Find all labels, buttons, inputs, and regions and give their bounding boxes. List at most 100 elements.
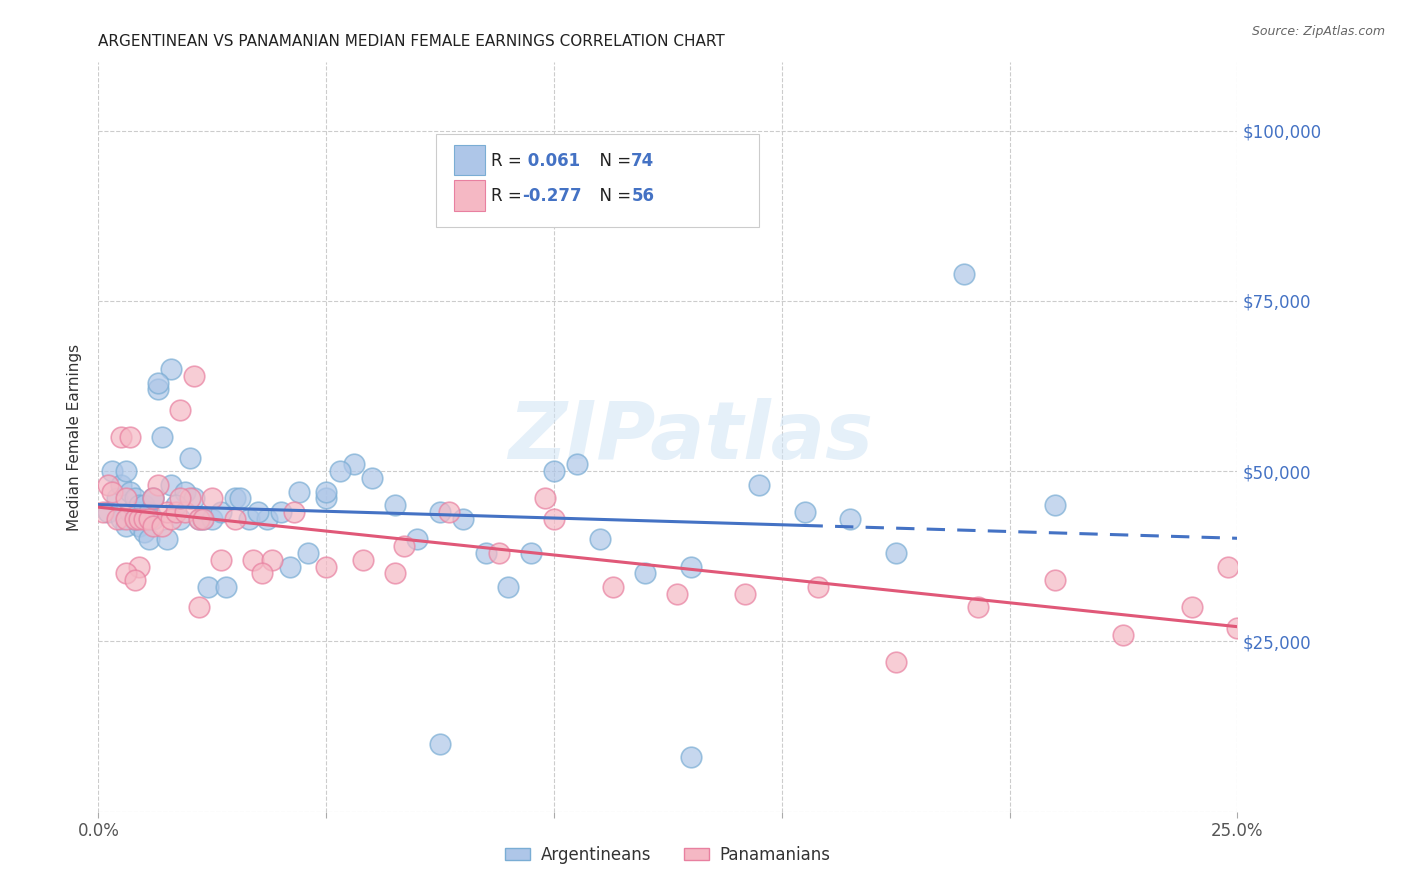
Panamanians [1218,559,1240,574]
Argentineans [748,477,770,491]
Argentineans [297,546,319,560]
Argentineans [120,484,142,499]
Argentineans [110,512,132,526]
Argentineans [565,458,588,472]
Panamanians [1043,573,1066,587]
Argentineans [329,464,352,478]
Argentineans [124,512,146,526]
Text: -0.277: -0.277 [522,187,581,205]
Panamanians [193,512,215,526]
Panamanians [124,573,146,587]
Argentineans [132,512,155,526]
Panamanians [224,512,246,526]
Argentineans [429,505,451,519]
Text: N =: N = [589,152,637,169]
Argentineans [228,491,250,506]
Legend: Argentineans, Panamanians: Argentineans, Panamanians [499,839,837,871]
Text: R =: R = [491,187,527,205]
Text: 56: 56 [631,187,654,205]
Panamanians [488,546,510,560]
Argentineans [128,498,150,512]
Text: ARGENTINEAN VS PANAMANIAN MEDIAN FEMALE EARNINGS CORRELATION CHART: ARGENTINEAN VS PANAMANIAN MEDIAN FEMALE … [98,34,725,49]
Panamanians [734,587,756,601]
Argentineans [124,512,146,526]
Panamanians [101,484,124,499]
Argentineans [315,491,337,506]
Argentineans [146,383,169,397]
Argentineans [114,518,136,533]
Argentineans [128,518,150,533]
Argentineans [146,376,169,390]
Argentineans [179,450,201,465]
Argentineans [839,512,862,526]
Panamanians [884,655,907,669]
Argentineans [953,267,976,281]
Argentineans [429,737,451,751]
Argentineans [160,477,183,491]
Panamanians [120,430,142,444]
Argentineans [679,559,702,574]
Argentineans [246,505,269,519]
Panamanians [128,559,150,574]
Argentineans [105,491,128,506]
Panamanians [315,559,337,574]
Panamanians [187,512,209,526]
Panamanians [534,491,557,506]
Panamanians [252,566,274,581]
Panamanians [114,512,136,526]
Panamanians [114,566,136,581]
Argentineans [150,430,173,444]
Panamanians [124,512,146,526]
Argentineans [679,750,702,764]
Argentineans [215,580,238,594]
Argentineans [884,546,907,560]
Argentineans [474,546,496,560]
Argentineans [193,512,215,526]
Argentineans [793,505,815,519]
Argentineans [142,512,165,526]
Argentineans [406,533,429,547]
Panamanians [105,512,128,526]
Panamanians [142,491,165,506]
Argentineans [169,512,191,526]
Panamanians [169,491,191,506]
Argentineans [142,491,165,506]
Argentineans [142,491,165,506]
Argentineans [174,484,197,499]
Panamanians [96,477,118,491]
Panamanians [352,552,374,566]
Panamanians [665,587,688,601]
Panamanians [138,512,160,526]
Panamanians [174,505,197,519]
Argentineans [165,498,187,512]
Panamanians [110,430,132,444]
Argentineans [160,362,183,376]
Argentineans [451,512,474,526]
Text: 74: 74 [631,152,655,169]
Argentineans [588,533,610,547]
Argentineans [270,505,292,519]
Argentineans [224,491,246,506]
Argentineans [156,533,179,547]
Text: N =: N = [589,187,637,205]
Argentineans [138,533,160,547]
Panamanians [807,580,830,594]
Panamanians [242,552,264,566]
Argentineans [138,505,160,519]
Panamanians [91,505,114,519]
Argentineans [288,484,311,499]
Argentineans [128,505,150,519]
Panamanians [187,600,209,615]
Text: ZIPatlas: ZIPatlas [508,398,873,476]
Argentineans [201,512,224,526]
Argentineans [1043,498,1066,512]
Panamanians [128,512,150,526]
Argentineans [101,464,124,478]
Panamanians [169,402,191,417]
Panamanians [142,518,165,533]
Argentineans [132,498,155,512]
Argentineans [360,471,382,485]
Argentineans [543,464,565,478]
Panamanians [1226,621,1249,635]
Panamanians [150,518,173,533]
